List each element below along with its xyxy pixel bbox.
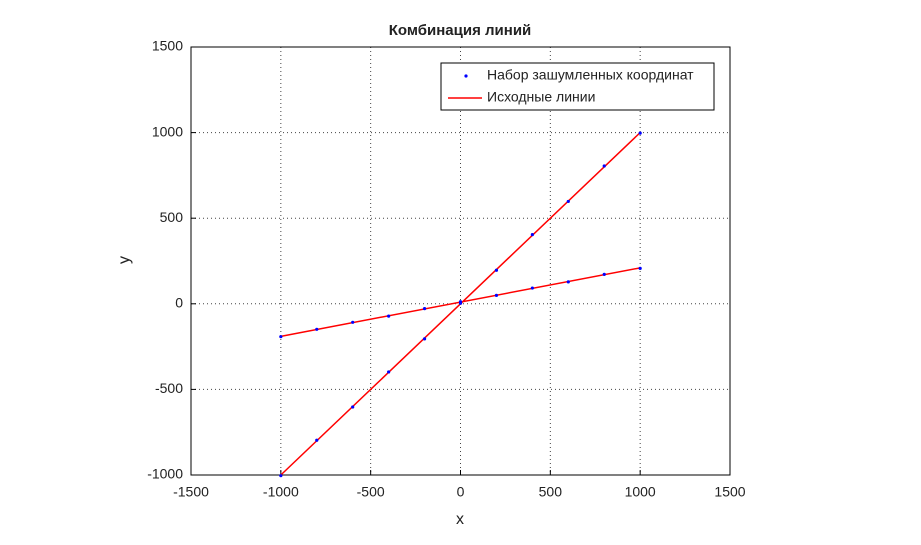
chart-title: Комбинация линий [389,22,532,39]
data-point [566,199,570,204]
data-point [638,131,642,135]
plot-frame [190,46,731,476]
legend-label: Исходные линии [487,89,595,105]
data-point [315,438,319,442]
legend-label: Набор зашумленных координат [487,67,694,83]
data-point [530,286,534,290]
data-point [458,300,463,304]
data-point [422,306,427,311]
y-tick-label: 1000 [152,123,183,139]
data-point [351,405,355,409]
x-axis-label: x [456,511,464,528]
x-tick-label: -1000 [263,484,299,500]
data-point [351,320,355,324]
data-point [602,164,606,168]
data-point [387,370,391,374]
x-tick-label: 1000 [625,484,656,500]
x-tick-label: 500 [539,484,563,500]
y-tick-label: -500 [155,380,183,396]
data-point [315,327,319,331]
data-point [279,335,283,339]
x-tick-label: -1500 [173,484,209,500]
data-point [279,474,283,478]
y-axis-label: y [116,256,133,264]
legend-marker [464,74,468,78]
x-tick-label: -500 [357,484,385,500]
y-tick-label: 1500 [152,38,183,54]
data-point [602,272,606,276]
data-point [566,280,570,284]
data-point [422,337,427,341]
legend-box [440,62,715,111]
x-tick-label: 0 [457,484,465,500]
data-point [530,233,534,237]
x-tick-label: 1500 [714,484,745,500]
data-point [387,314,391,318]
y-tick-label: 0 [175,295,183,311]
data-point [494,293,499,298]
data-point [494,268,499,272]
data-point [638,266,642,270]
y-tick-label: -1000 [147,466,183,482]
y-tick-label: 500 [160,209,184,225]
